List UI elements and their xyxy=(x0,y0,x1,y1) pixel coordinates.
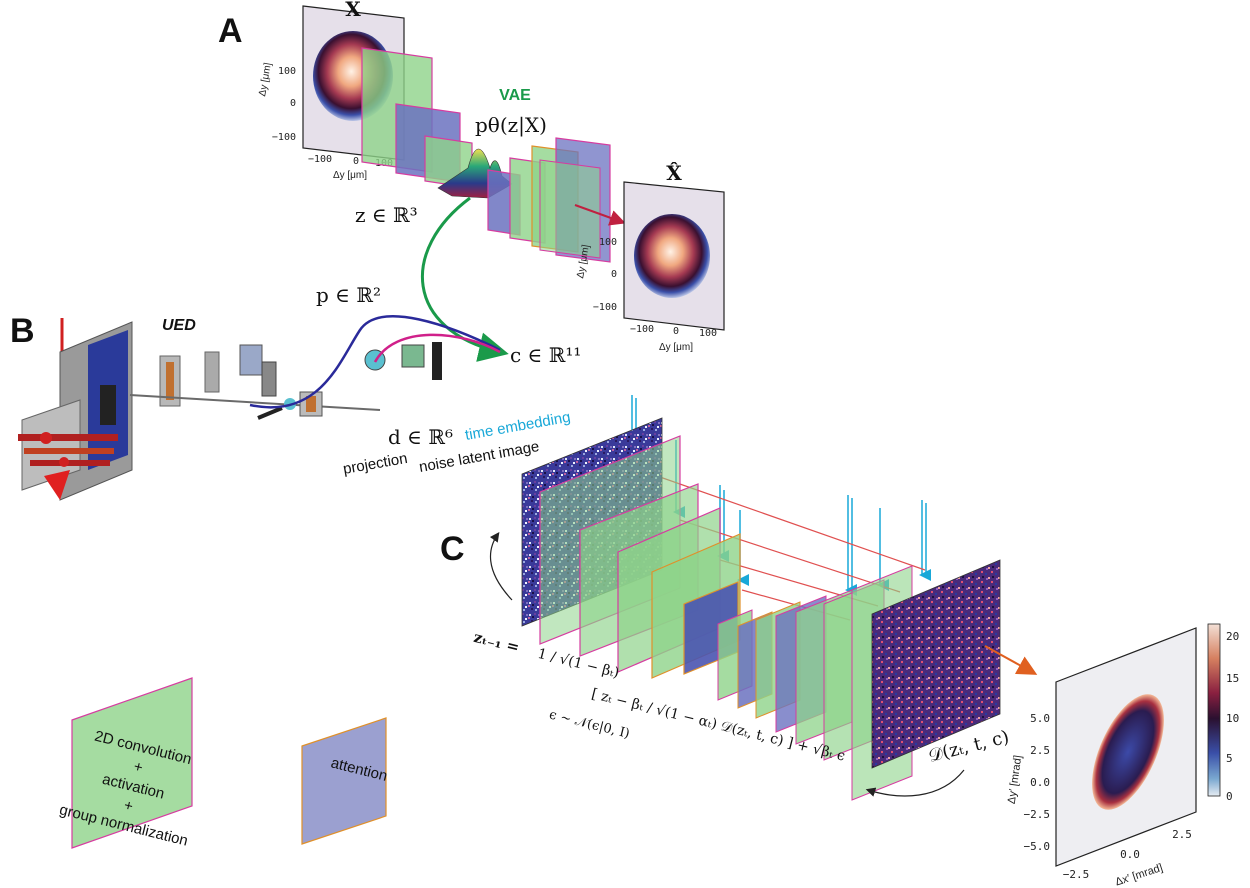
posterior-label: pθ(z|X) xyxy=(475,113,547,138)
output-ytick-2: −100 xyxy=(593,302,617,313)
input-ytick-0: 100 xyxy=(278,66,296,77)
input-xtick-1: 0 xyxy=(353,156,359,167)
final-xtick-0: −2.5 xyxy=(1063,868,1090,881)
d-arrow xyxy=(373,333,501,363)
p-label: p ∈ ℝ² xyxy=(316,283,381,307)
vae-label: VAE xyxy=(499,87,531,104)
noise-distribution: ϵ ∼ 𝒩(ϵ|0, I) xyxy=(548,707,632,741)
unet-layers xyxy=(521,417,1001,801)
output-ytick-0: 100 xyxy=(599,237,617,248)
output-xtick-1: 0 xyxy=(673,326,679,337)
output-beam-plot: X̂ 100 0 −100 −100 0 100 Δy [μm] Δy [μm] xyxy=(575,161,725,353)
final-ylabel: Δy′ [mrad] xyxy=(1006,754,1025,804)
cycle-arrow-left xyxy=(489,532,513,601)
legend-conv-line-2: + xyxy=(132,758,145,777)
final-xtick-1: 0.0 xyxy=(1120,848,1140,861)
update-lhs: zₜ₋₁ = xyxy=(472,628,521,657)
final-ytick-3: −2.5 xyxy=(1024,808,1051,821)
panel-c-label: C xyxy=(440,530,465,568)
p-arrow xyxy=(249,315,501,409)
colorbar-tick-0: 20 xyxy=(1226,630,1239,643)
time-embedding-label: time embedding xyxy=(464,409,572,444)
input-ytick-1: 0 xyxy=(290,98,296,109)
legend-conv: 2D convolution + activation + group norm… xyxy=(58,677,193,850)
d-label: d ∈ ℝ⁶ xyxy=(388,425,453,449)
colorbar-tick-3: 5 xyxy=(1226,752,1233,765)
final-ytick-0: 5.0 xyxy=(1030,712,1050,725)
output-label: X̂ xyxy=(666,161,682,185)
input-xtick-0: −100 xyxy=(308,154,332,165)
ued-label: UED xyxy=(162,317,196,334)
colorbar-tick-2: 10 xyxy=(1226,712,1239,725)
colorbar xyxy=(1207,623,1221,797)
output-xlabel: Δy [μm] xyxy=(659,342,693,353)
final-output-plot: 20 15 10 5 0 5.0 2.5 0.0 −2.5 −5.0 −2.5 … xyxy=(1006,623,1239,888)
update-frac: 1 / √(1 − βₜ) xyxy=(536,646,621,682)
output-xtick-2: 100 xyxy=(699,328,717,339)
final-ytick-4: −5.0 xyxy=(1024,840,1051,853)
legend-conv-line-4: + xyxy=(122,797,135,816)
latent-to-c-arrow xyxy=(421,196,509,362)
final-xtick-2: 2.5 xyxy=(1172,828,1192,841)
c-label: c ∈ ℝ¹¹ xyxy=(510,343,581,367)
output-xtick-0: −100 xyxy=(630,324,654,335)
encoder-layers xyxy=(361,47,473,189)
colorbar-tick-1: 15 xyxy=(1226,672,1239,685)
cycle-arrow-right xyxy=(865,769,965,797)
input-label: X xyxy=(345,0,361,21)
final-xlabel: Δx′ [mrad] xyxy=(1114,862,1164,888)
projection-label: projection xyxy=(342,450,409,478)
panel-a-label: A xyxy=(218,12,243,50)
legend-attention: attention xyxy=(301,717,389,845)
input-ytick-2: −100 xyxy=(272,132,296,143)
denoiser-output-arrow xyxy=(984,645,1038,675)
ued-beamline xyxy=(18,318,442,501)
input-ylabel: Δy [μm] xyxy=(257,62,274,98)
decoder-output-arrow xyxy=(574,204,626,226)
decoder-layers xyxy=(487,137,611,263)
latent-z-label: z ∈ ℝ³ xyxy=(355,203,418,227)
input-xlabel: Δy [μm] xyxy=(333,170,367,181)
colorbar-tick-4: 0 xyxy=(1226,790,1233,803)
output-ytick-1: 0 xyxy=(611,269,617,280)
panel-b-label: B xyxy=(10,312,35,350)
final-ytick-1: 2.5 xyxy=(1030,744,1050,757)
final-ytick-2: 0.0 xyxy=(1030,776,1050,789)
